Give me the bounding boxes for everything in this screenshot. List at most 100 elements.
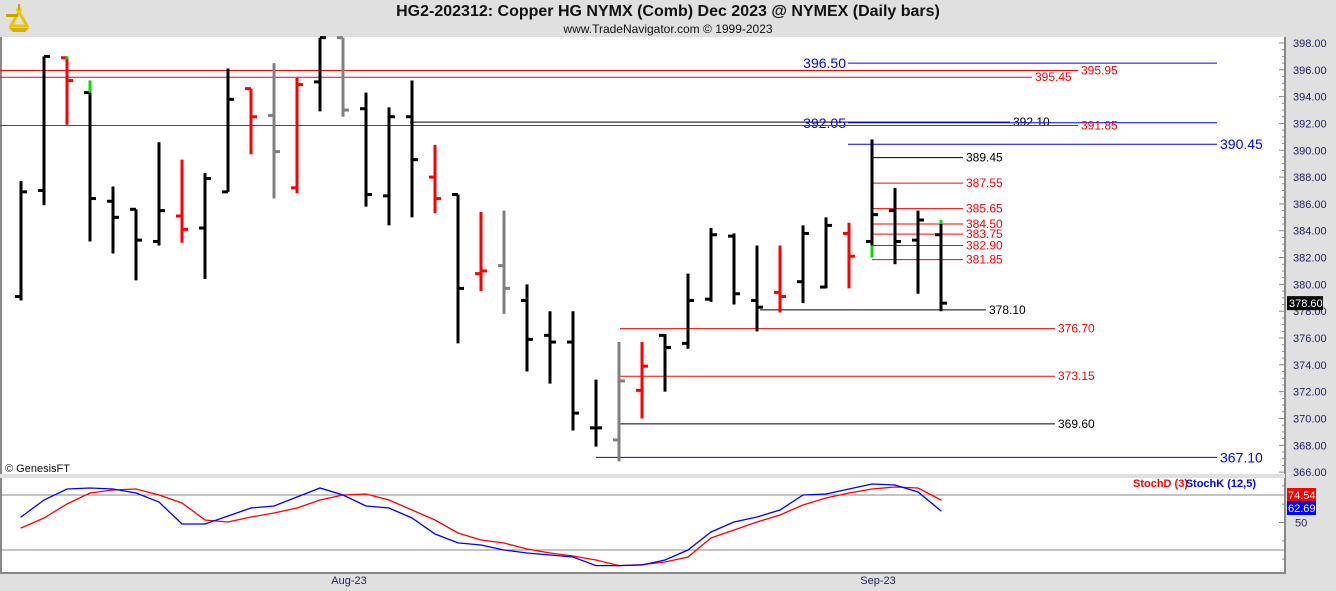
stoch-point [595, 564, 597, 567]
level-label: 367.10 [1220, 449, 1263, 465]
ohlc-bar[interactable] [820, 217, 832, 289]
stoch-point [273, 512, 275, 514]
stoch-point [250, 516, 252, 518]
ohlc-bar[interactable] [567, 311, 579, 431]
ohlc-bar[interactable] [544, 311, 556, 384]
stoch-point [549, 552, 551, 554]
ohlc-bar[interactable] [498, 210, 510, 314]
level-label: 383.75 [966, 227, 1003, 241]
stoch-point [848, 488, 850, 490]
legend-stochd: StochD (3) [1133, 478, 1188, 490]
stochastic-panel[interactable] [0, 478, 1285, 572]
stoch-point [480, 544, 482, 546]
ohlc-bar[interactable] [636, 342, 648, 419]
stoch-point [158, 494, 160, 496]
ohlc-bar[interactable] [314, 36, 326, 112]
level-label: 395.45 [1035, 70, 1072, 84]
stoch-point [89, 487, 91, 489]
ohlc-bar[interactable] [751, 245, 763, 332]
ohlc-bar[interactable] [935, 220, 947, 312]
ohlc-bar[interactable] [590, 379, 602, 447]
stoch-point [618, 564, 620, 567]
stoch-point [687, 556, 689, 558]
level-label: 369.60 [1058, 417, 1095, 431]
stoch-point [664, 561, 666, 563]
stoch-point [319, 499, 321, 501]
stoch-y-tick-label: 50 [1295, 518, 1307, 530]
y-tick-label: 384.00 [1293, 226, 1327, 238]
stoch-point [388, 499, 390, 501]
ohlc-bar[interactable] [452, 193, 464, 344]
y-tick-label: 370.00 [1293, 413, 1327, 425]
panel-divider [0, 474, 1285, 478]
stoch-point [871, 488, 873, 490]
ohlc-bar[interactable] [84, 80, 96, 242]
ohlc-bar[interactable] [61, 56, 73, 125]
stoch-point [296, 496, 298, 498]
ohlc-bar[interactable] [866, 139, 878, 258]
level-label: 373.15 [1058, 369, 1095, 383]
ohlc-bar[interactable] [245, 87, 257, 155]
level-label: 376.70 [1058, 322, 1095, 336]
ohlc-bar[interactable] [521, 284, 533, 372]
ohlc-bar[interactable] [360, 92, 372, 207]
x-tick-label: Aug-23 [331, 575, 366, 587]
ohlc-bar[interactable] [337, 36, 349, 117]
ohlc-bar[interactable] [130, 207, 142, 281]
ohlc-bar[interactable] [797, 225, 809, 304]
ohlc-bar[interactable] [38, 54, 50, 206]
level-label: 390.45 [1220, 136, 1263, 152]
ohlc-bar[interactable] [613, 342, 625, 462]
ohlc-bar[interactable] [383, 107, 395, 226]
stoch-point [204, 523, 206, 525]
stoch-point [457, 532, 459, 534]
ohlc-bar[interactable] [774, 245, 786, 313]
ohlc-bar[interactable] [153, 142, 165, 246]
stoch-point [273, 505, 275, 507]
ohlc-bar[interactable] [15, 181, 27, 301]
ohlc-bar[interactable] [107, 186, 119, 254]
level-label: 395.95 [1081, 63, 1118, 77]
legend-stochk: StochK (12,5) [1186, 478, 1257, 490]
y-tick-label: 382.00 [1293, 253, 1327, 265]
stoch-point [250, 507, 252, 509]
stoch-point [43, 499, 45, 501]
ohlc-bar[interactable] [843, 222, 855, 289]
y-tick-label: 366.00 [1293, 467, 1327, 479]
stoch-point [365, 493, 367, 495]
last-price-label: 378.60 [1289, 298, 1323, 310]
ohlc-bar[interactable] [199, 173, 211, 280]
level-label: 385.65 [966, 202, 1003, 216]
ohlc-bar[interactable] [406, 80, 418, 218]
ohlc-bar[interactable] [291, 77, 303, 194]
ohlc-bar[interactable] [728, 233, 740, 305]
level-label: 391.85 [1081, 118, 1118, 132]
ohlc-bar[interactable] [912, 210, 924, 294]
stoch-point [549, 554, 551, 556]
ohlc-bar[interactable] [682, 273, 694, 349]
level-label: 378.10 [989, 303, 1026, 317]
stoch-point [503, 549, 505, 551]
y-tick-label: 394.00 [1293, 92, 1327, 104]
y-tick-label: 372.00 [1293, 387, 1327, 399]
ohlc-bar[interactable] [705, 228, 717, 302]
stoch-point [227, 515, 229, 517]
ohlc-bar[interactable] [889, 187, 901, 265]
ohlc-bar[interactable] [268, 63, 280, 199]
ohlc-bar[interactable] [429, 144, 441, 214]
level-label: 382.90 [966, 238, 1003, 252]
ohlc-bar[interactable] [475, 211, 487, 292]
ohlc-bar[interactable] [176, 159, 188, 243]
stoch-point [526, 548, 528, 550]
stoch-point [204, 519, 206, 521]
level-label: 389.45 [966, 151, 1003, 165]
ohlc-bar[interactable] [659, 333, 671, 392]
stoch-point [664, 559, 666, 561]
ohlc-bar[interactable] [222, 68, 234, 194]
stoch-value-badge [1287, 488, 1316, 502]
stoch-point [756, 521, 758, 523]
stoch-point [940, 499, 942, 501]
y-tick-label: 374.00 [1293, 360, 1327, 372]
stoch-point [89, 492, 91, 494]
